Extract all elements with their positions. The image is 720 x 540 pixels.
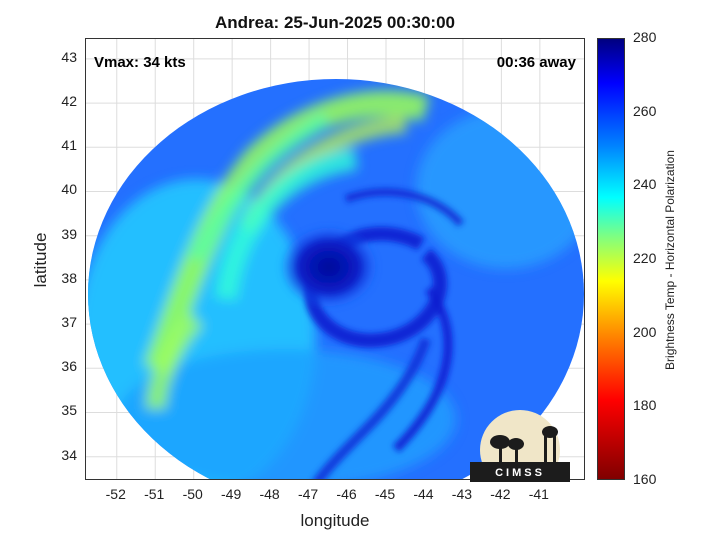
- colorbar-tick-label: 280: [633, 29, 657, 45]
- x-tick-label: -46: [336, 486, 357, 502]
- y-tick-label: 41: [61, 137, 77, 154]
- x-tick-label: -42: [490, 486, 511, 502]
- microwave-image: [86, 39, 584, 479]
- colorbar-label: Brightness Temp - Horizontal Polarizatio…: [663, 150, 677, 370]
- x-axis-label: longitude: [300, 511, 370, 530]
- swath-disc: [88, 79, 584, 479]
- vmax-label: Vmax: 34 kts: [94, 54, 186, 71]
- time-away-label: 00:36 away: [496, 54, 576, 71]
- logo-text: CIMSS: [495, 467, 545, 479]
- y-tick-label: 43: [61, 48, 77, 65]
- colorbar-tick-label: 220: [633, 250, 657, 266]
- x-tick-label: -47: [297, 486, 319, 502]
- colorbar-tick-label: 260: [633, 102, 657, 119]
- cimss-logo: CIMSS: [470, 410, 570, 482]
- y-tick-label: 42: [61, 93, 77, 110]
- colorbar-tick-label: 180: [633, 397, 657, 414]
- y-tick-label: 36: [61, 358, 77, 375]
- colorbar: [597, 38, 625, 480]
- y-tick-label: 40: [61, 181, 77, 198]
- y-tick-label: 35: [61, 402, 77, 419]
- x-tick-label: -49: [221, 486, 242, 502]
- colorbar-tick-label: 240: [633, 176, 657, 193]
- x-tick-label: -44: [413, 486, 434, 502]
- page-title: Andrea: 25-Jun-2025 00:30:00: [214, 13, 455, 32]
- y-tick-label: 39: [61, 225, 77, 242]
- x-tick-label: -50: [182, 486, 203, 502]
- x-tick-label: -43: [451, 486, 473, 502]
- x-tick-label: -51: [144, 486, 165, 502]
- y-tick-label: 38: [61, 269, 77, 286]
- y-axis-label: latitude: [31, 232, 50, 288]
- y-tick-label: 34: [61, 446, 77, 463]
- y-tick-label: 37: [61, 314, 77, 331]
- map-plot-area: Vmax: 34 kts 00:36 away: [85, 38, 585, 480]
- x-tick-label: -48: [259, 486, 280, 502]
- x-tick-label: -45: [374, 486, 396, 502]
- x-tick-label: -52: [105, 486, 126, 502]
- colorbar-tick-label: 160: [633, 471, 657, 487]
- colorbar-tick-label: 200: [633, 323, 657, 340]
- x-tick-label: -41: [528, 486, 549, 502]
